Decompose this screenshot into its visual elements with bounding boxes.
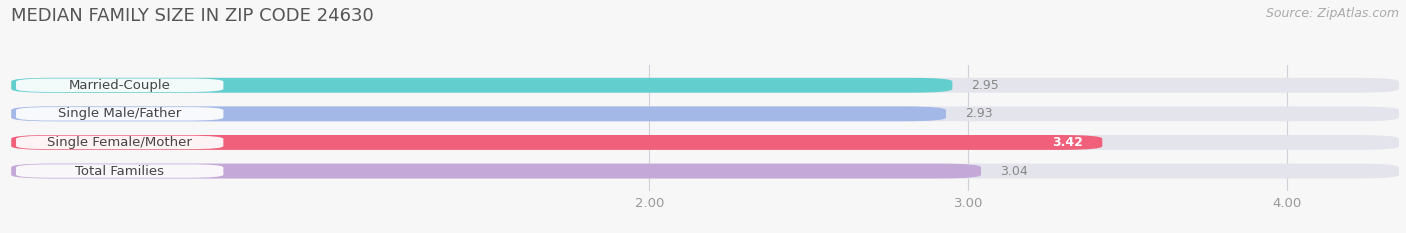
FancyBboxPatch shape xyxy=(15,164,224,178)
FancyBboxPatch shape xyxy=(11,106,1399,121)
Text: Source: ZipAtlas.com: Source: ZipAtlas.com xyxy=(1265,7,1399,20)
FancyBboxPatch shape xyxy=(11,78,952,93)
Text: 3.04: 3.04 xyxy=(1000,164,1028,178)
Text: MEDIAN FAMILY SIZE IN ZIP CODE 24630: MEDIAN FAMILY SIZE IN ZIP CODE 24630 xyxy=(11,7,374,25)
Text: 2.93: 2.93 xyxy=(965,107,993,120)
Text: Married-Couple: Married-Couple xyxy=(69,79,170,92)
FancyBboxPatch shape xyxy=(11,164,1399,178)
Text: Single Female/Mother: Single Female/Mother xyxy=(48,136,193,149)
FancyBboxPatch shape xyxy=(15,136,224,149)
FancyBboxPatch shape xyxy=(11,164,981,178)
Text: 2.95: 2.95 xyxy=(972,79,1000,92)
FancyBboxPatch shape xyxy=(11,135,1102,150)
Text: Single Male/Father: Single Male/Father xyxy=(58,107,181,120)
Text: Total Families: Total Families xyxy=(75,164,165,178)
FancyBboxPatch shape xyxy=(11,78,1399,93)
FancyBboxPatch shape xyxy=(11,106,946,121)
FancyBboxPatch shape xyxy=(11,135,1399,150)
Text: 3.42: 3.42 xyxy=(1052,136,1083,149)
FancyBboxPatch shape xyxy=(15,79,224,92)
FancyBboxPatch shape xyxy=(15,107,224,120)
